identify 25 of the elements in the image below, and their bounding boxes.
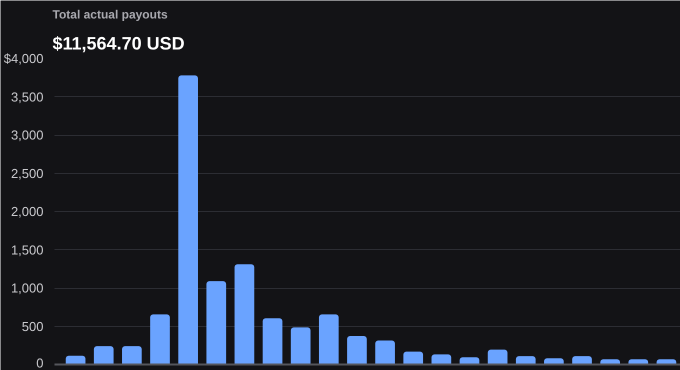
bar: [234, 264, 254, 364]
bar: [206, 281, 226, 364]
bar: [572, 356, 592, 364]
bar: [318, 314, 339, 364]
y-tick-label: 0: [36, 356, 44, 370]
y-tick-label: 1,000: [10, 280, 44, 296]
bar: [178, 75, 198, 364]
y-tick-label: 2,000: [10, 204, 44, 219]
bar: [94, 346, 114, 364]
bar: [122, 346, 142, 364]
bar: [375, 340, 395, 364]
y-tick-label: 3,500: [10, 89, 44, 104]
y-tick-label: 500: [22, 318, 44, 334]
bar: [488, 350, 508, 364]
chart-title: Total actual payouts: [52, 8, 168, 22]
bar: [347, 336, 367, 364]
bar: [262, 318, 282, 364]
bar: [403, 352, 424, 364]
y-tick-label: 1,500: [10, 242, 44, 258]
y-tick-label: 3,000: [10, 128, 44, 142]
y-tick-label: 2,500: [10, 166, 44, 181]
bar: [150, 314, 170, 364]
bar: [290, 327, 311, 364]
chart-subtitle: $11,564.70 USD: [52, 34, 185, 54]
y-tick-label: $4,000: [4, 51, 44, 66]
